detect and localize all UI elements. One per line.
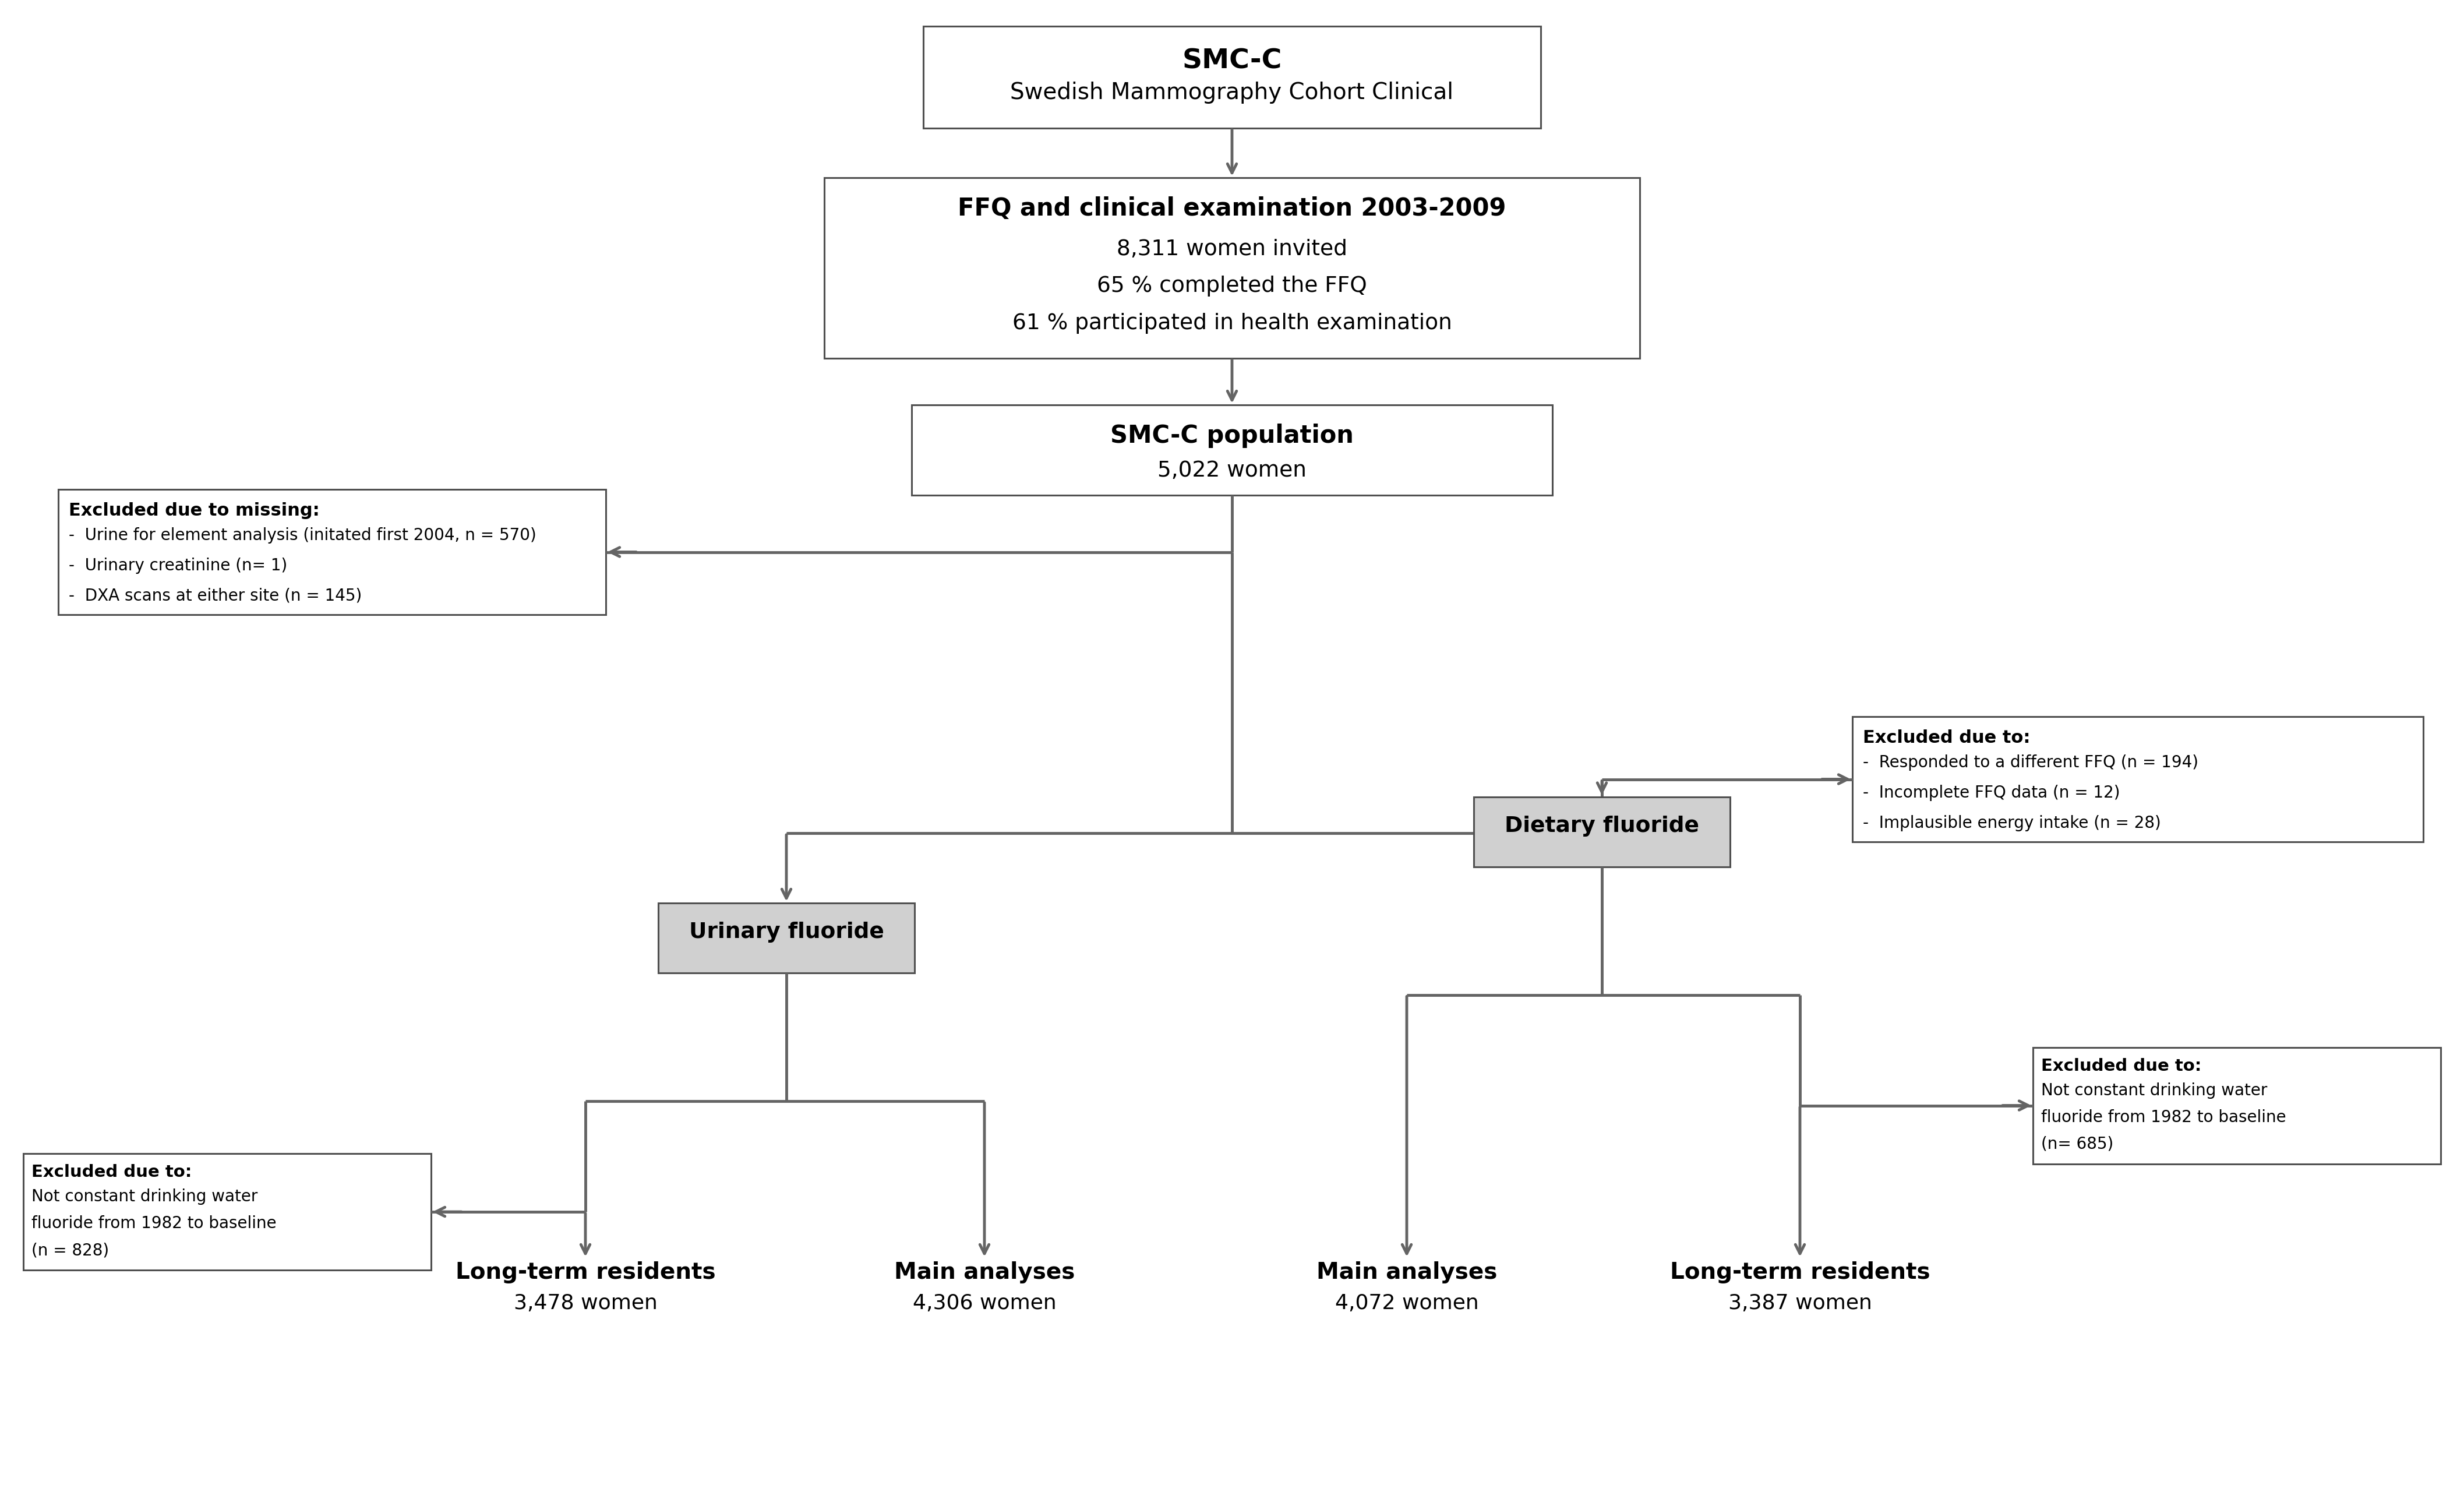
Text: Excluded due to missing:: Excluded due to missing: (69, 501, 320, 520)
Text: 3,387 women: 3,387 women (1727, 1294, 1873, 1313)
Text: SMC-C: SMC-C (1183, 48, 1281, 75)
FancyBboxPatch shape (924, 26, 1540, 128)
Text: Excluded due to:: Excluded due to: (1863, 729, 2030, 747)
Text: (n = 828): (n = 828) (32, 1242, 108, 1259)
Text: -  Urine for element analysis (initated first 2004, n = 570): - Urine for element analysis (initated f… (69, 527, 537, 544)
Text: 3,478 women: 3,478 women (513, 1294, 658, 1313)
Text: -  Implausible energy intake (n = 28): - Implausible energy intake (n = 28) (1863, 815, 2161, 831)
Text: 61 % participated in health examination: 61 % participated in health examination (1013, 313, 1451, 334)
Text: Dietary fluoride: Dietary fluoride (1506, 815, 1700, 836)
Text: Long-term residents: Long-term residents (1671, 1262, 1929, 1283)
Text: -  Incomplete FFQ data (n = 12): - Incomplete FFQ data (n = 12) (1863, 785, 2119, 801)
FancyBboxPatch shape (658, 904, 914, 973)
Text: Swedish Mammography Cohort Clinical: Swedish Mammography Cohort Clinical (1010, 81, 1454, 104)
Text: -  DXA scans at either site (n = 145): - DXA scans at either site (n = 145) (69, 587, 362, 604)
Text: Main analyses: Main analyses (1316, 1262, 1498, 1283)
Text: Urinary fluoride: Urinary fluoride (690, 922, 885, 943)
Text: 4,306 women: 4,306 women (912, 1294, 1057, 1313)
Text: -  Urinary creatinine (n= 1): - Urinary creatinine (n= 1) (69, 557, 288, 574)
Text: 65 % completed the FFQ: 65 % completed the FFQ (1096, 276, 1368, 297)
Text: FFQ and clinical examination 2003-2009: FFQ and clinical examination 2003-2009 (958, 196, 1506, 221)
Text: fluoride from 1982 to baseline: fluoride from 1982 to baseline (2040, 1108, 2287, 1125)
FancyBboxPatch shape (825, 178, 1639, 358)
Text: Main analyses: Main analyses (894, 1262, 1074, 1283)
FancyBboxPatch shape (1473, 797, 1730, 866)
Text: SMC-C population: SMC-C population (1111, 423, 1353, 447)
Text: (n= 685): (n= 685) (2040, 1136, 2114, 1152)
FancyBboxPatch shape (1853, 717, 2422, 842)
FancyBboxPatch shape (22, 1154, 431, 1270)
Text: Not constant drinking water: Not constant drinking water (32, 1188, 259, 1205)
FancyBboxPatch shape (2033, 1047, 2442, 1164)
Text: Excluded due to:: Excluded due to: (32, 1164, 192, 1181)
Text: 4,072 women: 4,072 women (1335, 1294, 1478, 1313)
FancyBboxPatch shape (912, 405, 1552, 495)
Text: Not constant drinking water: Not constant drinking water (2040, 1083, 2267, 1098)
FancyBboxPatch shape (59, 489, 606, 614)
Text: fluoride from 1982 to baseline: fluoride from 1982 to baseline (32, 1215, 276, 1232)
Text: Excluded due to:: Excluded due to: (2040, 1057, 2200, 1074)
Text: 8,311 women invited: 8,311 women invited (1116, 239, 1348, 261)
Text: -  Responded to a different FFQ (n = 194): - Responded to a different FFQ (n = 194) (1863, 755, 2198, 771)
Text: Long-term residents: Long-term residents (456, 1262, 715, 1283)
Text: 5,022 women: 5,022 women (1158, 461, 1306, 482)
